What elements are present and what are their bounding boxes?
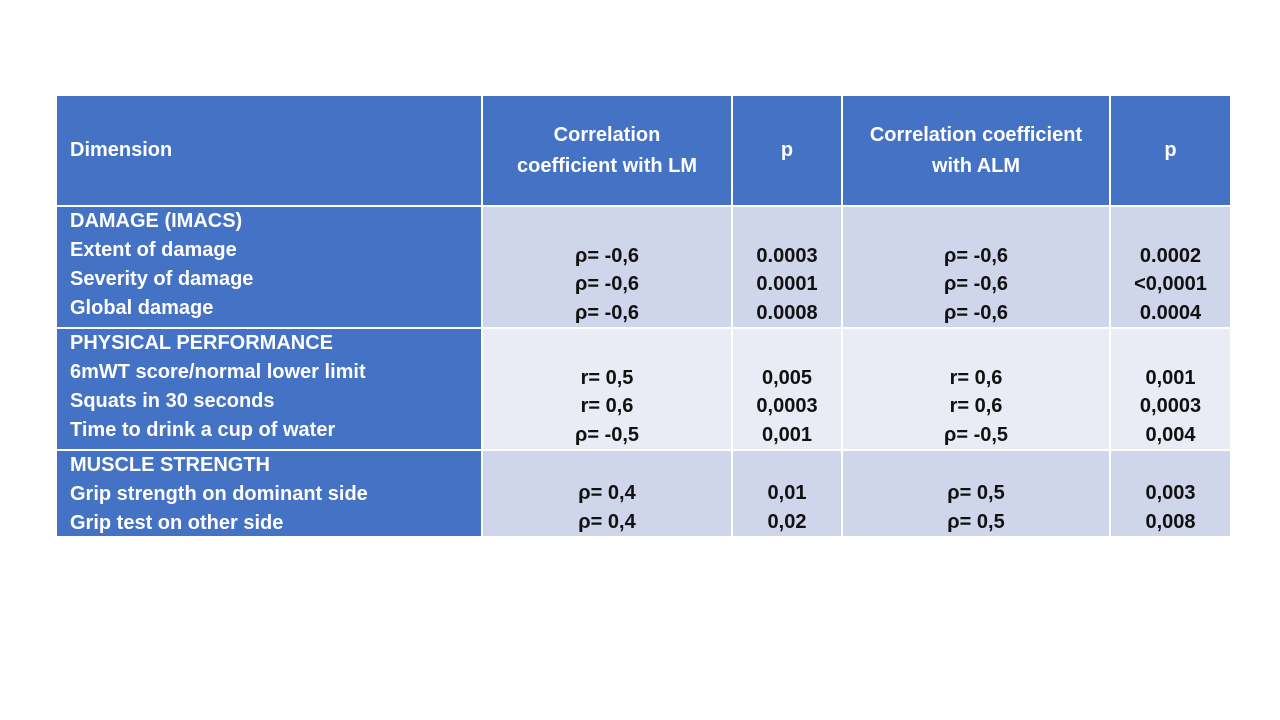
p-value: 0,004 bbox=[1145, 423, 1196, 446]
coefficient: ρ= -0,6 bbox=[574, 244, 640, 267]
value-cell: 0,001 0,0003 0,004 bbox=[1111, 329, 1230, 449]
coefficient: ρ= -0,6 bbox=[574, 301, 640, 324]
p-value: 0.0004 bbox=[1139, 301, 1202, 324]
dimension-cell: MUSCLE STRENGTH Grip strength on dominant… bbox=[57, 451, 481, 536]
p-value: 0,0003 bbox=[756, 395, 818, 417]
p-value: 0,001 bbox=[1145, 366, 1196, 389]
coefficient: ρ= -0,6 bbox=[943, 273, 1009, 295]
coefficient: r= 0,6 bbox=[580, 395, 634, 417]
value-cell: r= 0,6 r= 0,6 ρ= -0,5 bbox=[843, 329, 1109, 449]
p-value: 0.0002 bbox=[1139, 244, 1202, 267]
header-cell: Correlation coefficient with ALM bbox=[843, 96, 1109, 205]
dimension-item: Extent of damage bbox=[70, 239, 237, 261]
dimension-item: Squats in 30 seconds bbox=[70, 390, 275, 412]
coefficient: r= 0,6 bbox=[949, 395, 1003, 417]
dimension-item: Grip strength on dominant side bbox=[70, 483, 368, 505]
value-cell: 0,003 0,008 bbox=[1111, 451, 1230, 536]
p-value: 0.0001 bbox=[756, 273, 818, 295]
header-cell: Correlation coefficient with LM bbox=[483, 96, 731, 205]
value-cell: ρ= 0,5 ρ= 0,5 bbox=[843, 451, 1109, 536]
coefficient: ρ= -0,5 bbox=[943, 423, 1009, 446]
coefficient: ρ= -0,6 bbox=[943, 301, 1009, 324]
p-value: 0,005 bbox=[761, 366, 813, 389]
coefficient: ρ= -0,5 bbox=[574, 423, 640, 446]
coefficient: ρ= 0,4 bbox=[578, 482, 636, 504]
coefficient: r= 0,6 bbox=[949, 366, 1003, 389]
p-value: 0,01 bbox=[767, 482, 807, 504]
group-title: MUSCLE STRENGTH bbox=[70, 454, 270, 476]
header-text: Correlation coefficient with LM bbox=[517, 123, 697, 177]
group-title: DAMAGE (IMACS) bbox=[70, 210, 243, 232]
header-text: Correlation coefficient with ALM bbox=[869, 123, 1083, 177]
coefficient: ρ= 0,5 bbox=[947, 510, 1005, 533]
header-text: Dimension bbox=[70, 139, 173, 161]
p-value: 0,02 bbox=[767, 510, 807, 533]
coefficient: ρ= 0,5 bbox=[947, 482, 1005, 504]
p-value: <0,0001 bbox=[1134, 273, 1207, 295]
header-text: p bbox=[780, 139, 794, 161]
value-cell: ρ= 0,4 ρ= 0,4 bbox=[483, 451, 731, 536]
header-text: p bbox=[1164, 139, 1177, 161]
dimension-item: Severity of damage bbox=[70, 268, 254, 290]
coefficient: ρ= -0,6 bbox=[574, 273, 640, 295]
value-cell: 0.0003 0.0001 0.0008 bbox=[733, 207, 841, 327]
value-cell: 0,01 0,02 bbox=[733, 451, 841, 536]
value-cell: ρ= -0,6 ρ= -0,6 ρ= -0,6 bbox=[843, 207, 1109, 327]
dimension-item: 6mWT score/normal lower limit bbox=[70, 361, 366, 383]
coefficient: ρ= 0,4 bbox=[578, 510, 636, 533]
header-cell: p bbox=[733, 96, 841, 205]
value-cell: r= 0,5 r= 0,6 ρ= -0,5 bbox=[483, 329, 731, 449]
p-value: 0.0008 bbox=[756, 301, 818, 324]
coefficient: ρ= -0,6 bbox=[943, 244, 1009, 267]
value-cell: 0,005 0,0003 0,001 bbox=[733, 329, 841, 449]
dimension-item: Grip test on other side bbox=[70, 512, 284, 534]
p-value: 0,008 bbox=[1145, 510, 1196, 533]
value-cell: 0.0002 <0,0001 0.0004 bbox=[1111, 207, 1230, 327]
header-cell: Dimension bbox=[57, 96, 481, 205]
coefficient: r= 0,5 bbox=[580, 366, 634, 389]
dimension-cell: DAMAGE (IMACS) Extent of damage Severity o… bbox=[57, 207, 481, 327]
group-title: PHYSICAL PERFORMANCE bbox=[70, 332, 333, 354]
dimension-item: Time to drink a cup of water bbox=[70, 419, 336, 441]
p-value: 0,003 bbox=[1145, 482, 1196, 504]
p-value: 0,0003 bbox=[1139, 395, 1202, 417]
dimension-cell: PHYSICAL PERFORMANCE 6mWT score/normal lo… bbox=[57, 329, 481, 449]
header-cell: p bbox=[1111, 96, 1230, 205]
value-cell: ρ= -0,6 ρ= -0,6 ρ= -0,6 bbox=[483, 207, 731, 327]
p-value: 0.0003 bbox=[756, 244, 818, 267]
p-value: 0,001 bbox=[761, 423, 813, 446]
dimension-item: Global damage bbox=[70, 297, 214, 319]
